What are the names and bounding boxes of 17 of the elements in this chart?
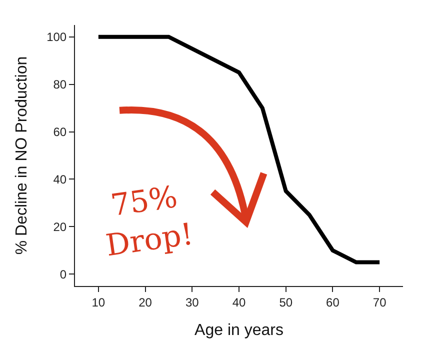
- x-axis-title: Age in years: [194, 322, 284, 340]
- line-series: [96, 34, 382, 264]
- x-tick-label: 50: [279, 295, 293, 310]
- x-tick-label: 70: [372, 295, 387, 310]
- annotation: 75% Drop!: [104, 180, 196, 264]
- x-tick-label: 10: [92, 295, 106, 310]
- y-axis-title: % Decline in NO Production: [13, 56, 30, 255]
- x-tick-label: 40: [232, 295, 246, 310]
- y-tick-label: 20: [53, 220, 67, 234]
- y-tick-label: 0: [60, 267, 67, 282]
- y-tick-label: 80: [53, 78, 67, 92]
- y-tick-label: 60: [53, 124, 67, 139]
- y-tick-label: 40: [53, 172, 67, 186]
- y-tick-label: 100: [46, 30, 67, 44]
- x-tick-label: 60: [326, 295, 340, 310]
- x-tick-label: 30: [185, 295, 200, 310]
- x-tick-label: 20: [138, 295, 152, 310]
